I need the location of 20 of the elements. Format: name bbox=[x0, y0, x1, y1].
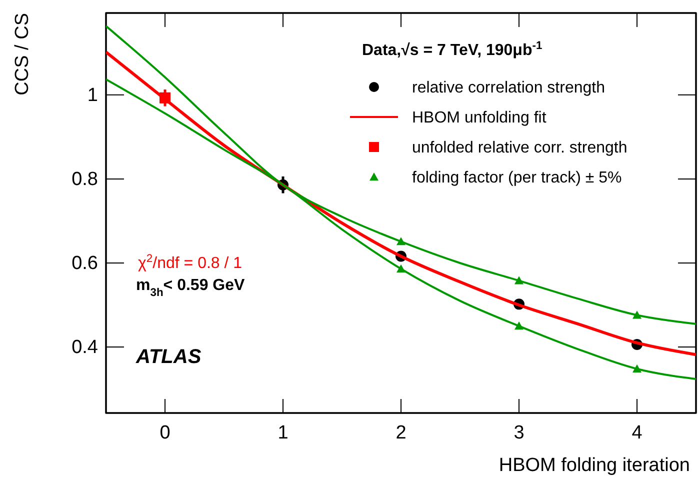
x-tick-label: 0 bbox=[160, 422, 170, 444]
legend-label: folding factor (per track) ± 5% bbox=[412, 170, 622, 187]
annotation: m$_{3h}$< 0.59 GeV bbox=[136, 277, 246, 299]
y-tick-label: 0.4 bbox=[72, 337, 98, 358]
legend-title: Data,√s = 7 TeV, 190μb$^{-1}$ bbox=[362, 40, 542, 59]
x-axis-title: HBOM folding iteration bbox=[498, 455, 690, 476]
legend-label: relative correlation strength bbox=[412, 80, 605, 97]
x-tick-label: 1 bbox=[278, 422, 288, 444]
x-tick-label: 3 bbox=[514, 422, 524, 444]
y-tick-label: 1 bbox=[87, 85, 98, 106]
legend-label: HBOM unfolding fit bbox=[412, 110, 547, 127]
y-axis-title: CCS / CS bbox=[12, 13, 33, 96]
annotation: χ$^{2}$/ndf = 0.8 / 1 bbox=[138, 253, 242, 272]
y-tick-label: 0.8 bbox=[72, 169, 98, 190]
legend-label: unfolded relative corr. strength bbox=[412, 140, 628, 157]
x-tick-label: 4 bbox=[632, 422, 643, 444]
annotation: ATLAS bbox=[135, 346, 202, 368]
point bbox=[160, 92, 170, 104]
x-tick-label: 2 bbox=[396, 422, 406, 444]
y-tick-label: 0.6 bbox=[72, 253, 98, 274]
